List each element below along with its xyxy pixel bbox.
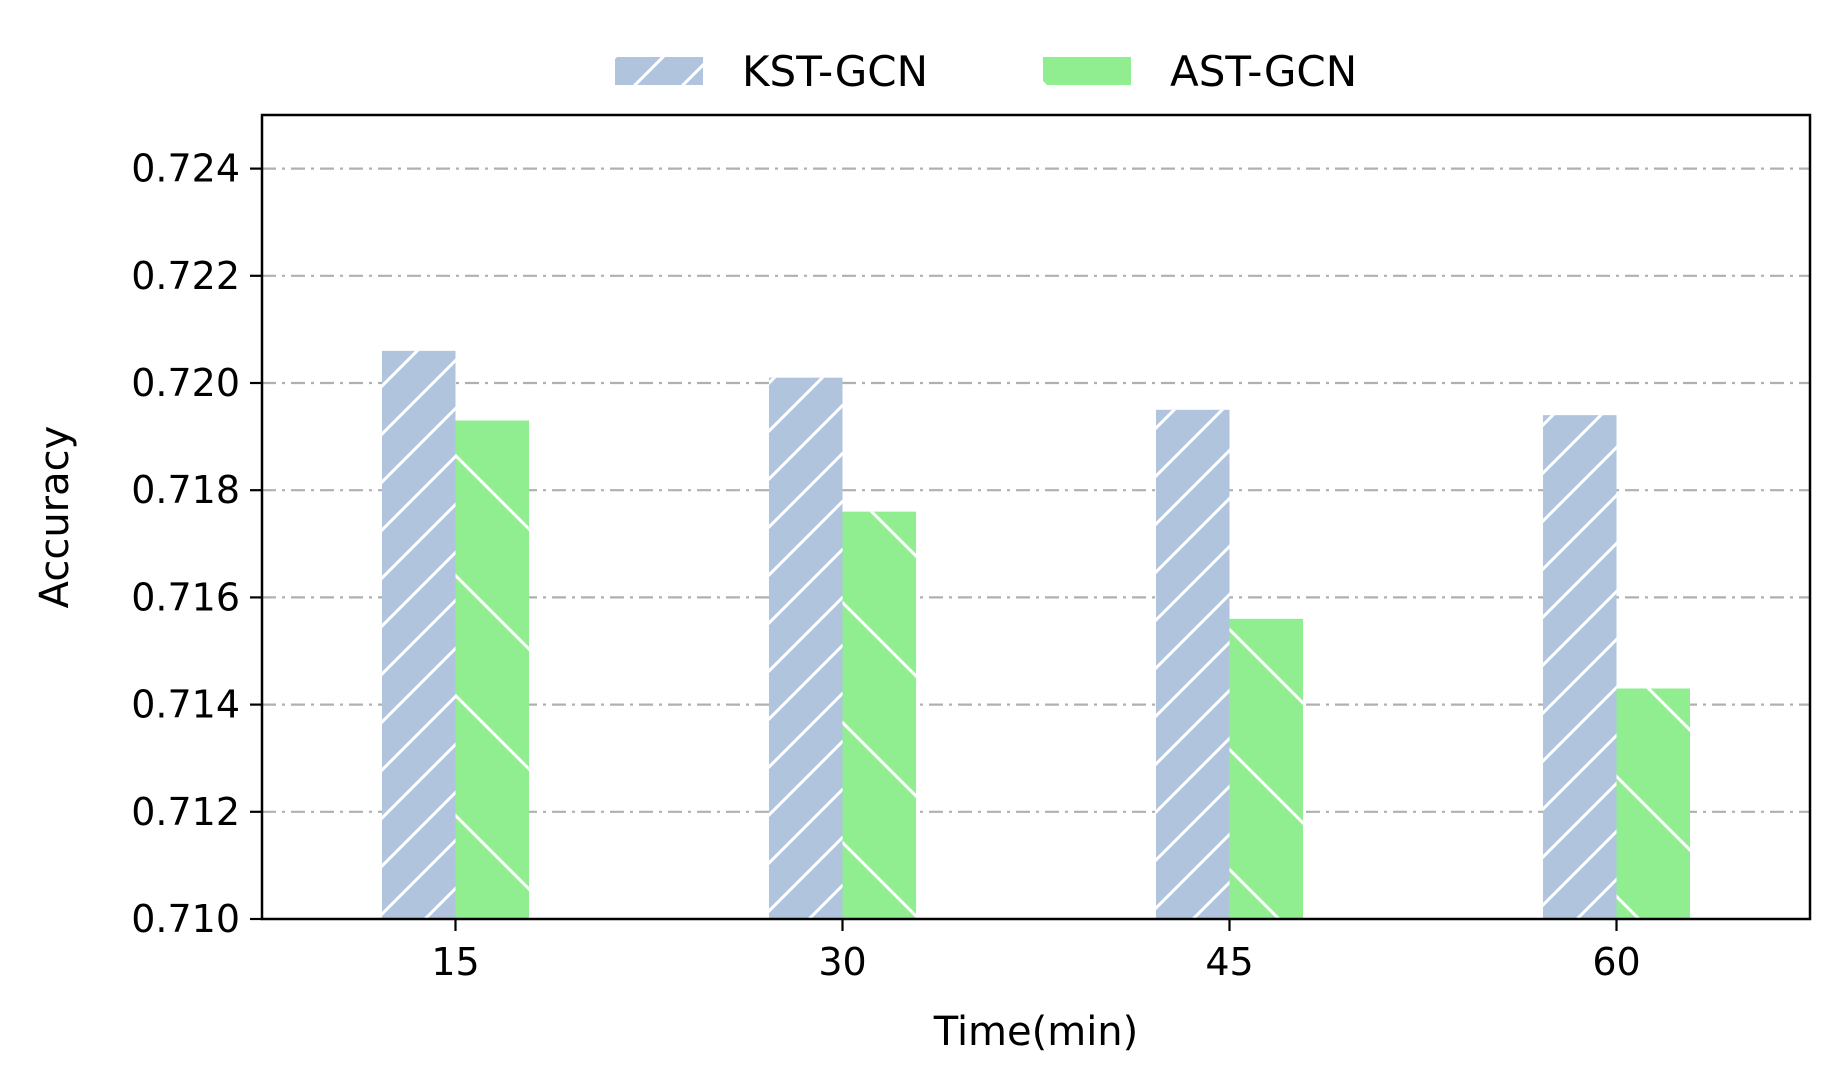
legend-item-ast-gcn: AST-GCN [1043,47,1357,96]
bar-hatch [455,420,530,919]
x-axis: 15 30 45 60 [431,919,1641,984]
bar-hatch [842,511,917,919]
bar-ast-gcn-15 [455,420,530,919]
bar-kst-gcn-45 [1155,409,1230,919]
y-tick-label: 0.724 [131,147,240,191]
y-tick-label: 0.712 [131,790,240,834]
y-axis: 0.710 0.712 0.714 0.716 0.718 0.720 0.722 0.724 [131,147,262,941]
bar-hatch [1155,409,1230,919]
legend: KST-GCN AST-GCN [615,47,1357,96]
bar-hatch [768,377,843,919]
y-tick-label: 0.720 [131,361,240,405]
bars [381,350,1691,919]
legend-item-kst-gcn: KST-GCN [615,47,928,96]
legend-swatch-hatch [1043,57,1131,85]
x-axis-title: Time(min) [933,1009,1139,1055]
bar-hatch [1616,688,1691,919]
bar-ast-gcn-30 [842,511,917,919]
y-axis-title: Accuracy [32,426,78,609]
plot-frame [260,113,1812,921]
x-tick-label: 15 [431,940,479,984]
bar-hatch [381,350,456,919]
bar-kst-gcn-30 [768,377,843,919]
y-tick-label: 0.718 [131,468,240,512]
bar-hatch [1542,415,1617,919]
y-tick-label: 0.710 [131,897,240,941]
bar-ast-gcn-60 [1616,688,1691,919]
bar-hatch [1229,618,1304,919]
x-tick-label: 45 [1205,940,1253,984]
legend-label: AST-GCN [1170,47,1357,96]
x-tick-label: 60 [1592,940,1640,984]
bar-kst-gcn-15 [381,350,456,919]
x-tick-label: 30 [818,940,866,984]
y-tick-label: 0.714 [131,683,240,727]
bar-ast-gcn-45 [1229,618,1304,919]
legend-swatch-hatch [615,57,703,85]
legend-label: KST-GCN [742,47,928,96]
y-tick-label: 0.716 [131,575,240,619]
y-tick-label: 0.722 [131,254,240,298]
bar-kst-gcn-60 [1542,415,1617,919]
